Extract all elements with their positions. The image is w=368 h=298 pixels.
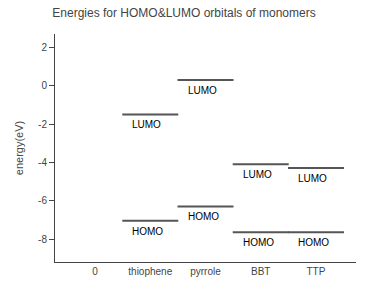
svg-text:BBT: BBT — [251, 266, 270, 277]
svg-text:thiophene: thiophene — [128, 266, 172, 277]
svg-text:Energies for HOMO&LUMO orbital: Energies for HOMO&LUMO orbitals of monom… — [52, 6, 315, 20]
svg-text:LUMO: LUMO — [132, 119, 161, 130]
svg-text:0: 0 — [41, 80, 47, 91]
svg-text:energy(eV): energy(eV) — [13, 121, 25, 175]
svg-text:-8: -8 — [38, 234, 47, 245]
svg-text:LUMO: LUMO — [298, 173, 327, 184]
svg-text:HOMO: HOMO — [243, 237, 274, 248]
svg-text:-2: -2 — [38, 119, 47, 130]
svg-text:HOMO: HOMO — [132, 226, 163, 237]
svg-text:-4: -4 — [38, 157, 47, 168]
svg-text:-6: -6 — [38, 195, 47, 206]
svg-text:TTP: TTP — [307, 266, 326, 277]
svg-text:LUMO: LUMO — [188, 85, 217, 96]
svg-text:0: 0 — [92, 266, 98, 277]
svg-text:2: 2 — [41, 42, 47, 53]
svg-text:LUMO: LUMO — [243, 169, 272, 180]
svg-text:HOMO: HOMO — [188, 211, 219, 222]
svg-text:HOMO: HOMO — [298, 237, 329, 248]
svg-text:pyrrole: pyrrole — [190, 266, 221, 277]
